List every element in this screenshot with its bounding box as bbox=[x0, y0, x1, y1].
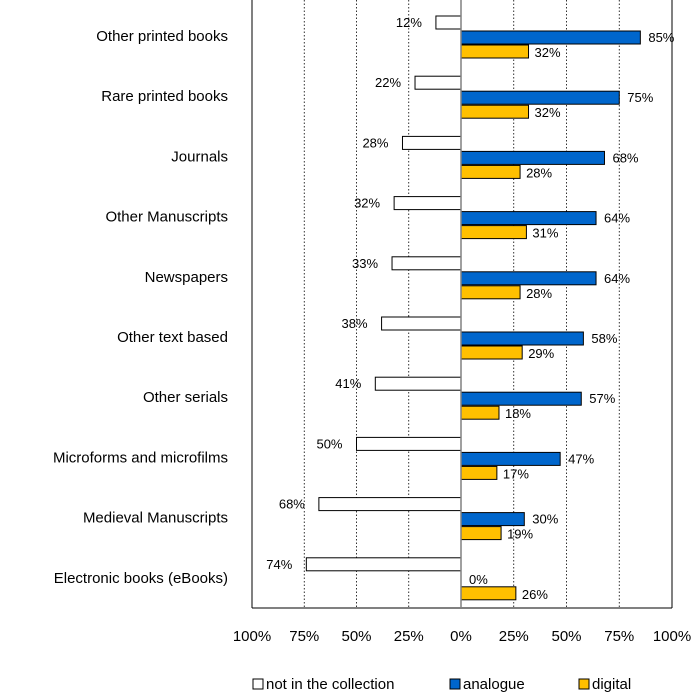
label-not-in-collection-5: 38% bbox=[342, 316, 368, 331]
bar-not-in-collection-4 bbox=[391, 256, 462, 271]
bar-not-in-collection-8 bbox=[318, 497, 462, 512]
bar-not-in-collection-1 bbox=[414, 75, 462, 90]
bar-analogue-8 bbox=[460, 512, 525, 527]
label-digital-5: 29% bbox=[528, 346, 554, 361]
bar-digital-6 bbox=[460, 405, 500, 420]
bar-not-in-collection-0 bbox=[435, 15, 462, 30]
legend-swatch-not-in-collection bbox=[252, 678, 264, 690]
x-tick-label-6: 50% bbox=[551, 628, 581, 645]
bar-digital-4 bbox=[460, 285, 521, 300]
bar-analogue-6 bbox=[460, 391, 582, 406]
bar-analogue-5 bbox=[460, 331, 584, 346]
legend-label-analogue: analogue bbox=[463, 676, 525, 693]
category-label-0: Other printed books bbox=[96, 28, 228, 45]
category-label-7: Microforms and microfilms bbox=[53, 449, 228, 466]
label-analogue-0: 85% bbox=[648, 30, 674, 45]
label-digital-2: 28% bbox=[526, 165, 552, 180]
label-not-in-collection-1: 22% bbox=[375, 75, 401, 90]
category-label-9: Electronic books (eBooks) bbox=[54, 570, 228, 587]
data-labels: 12% 85% 32% 22% 75% 32% 28% 68% 28% 32% 64% 31% 33% 6… bbox=[266, 15, 675, 602]
plot-frame bbox=[251, 0, 673, 609]
label-digital-4: 28% bbox=[526, 286, 552, 301]
bar-not-in-collection-3 bbox=[393, 196, 462, 211]
bar-digital-8 bbox=[460, 526, 502, 541]
bar-not-in-collection-9 bbox=[305, 557, 462, 572]
label-not-in-collection-9: 74% bbox=[266, 557, 292, 572]
bar-analogue-4 bbox=[460, 271, 597, 286]
category-label-4: Newspapers bbox=[145, 269, 228, 286]
bar-digital-3 bbox=[460, 225, 527, 240]
bar-digital-5 bbox=[460, 345, 523, 360]
x-tick-label-1: 75% bbox=[289, 628, 319, 645]
x-tick-label-2: 50% bbox=[341, 628, 371, 645]
label-analogue-6: 57% bbox=[589, 391, 615, 406]
label-analogue-9: 0% bbox=[469, 572, 488, 587]
label-digital-7: 17% bbox=[503, 466, 529, 481]
bar-not-in-collection-2 bbox=[401, 135, 462, 150]
label-not-in-collection-3: 32% bbox=[354, 196, 380, 211]
label-not-in-collection-0: 12% bbox=[396, 15, 422, 30]
label-not-in-collection-8: 68% bbox=[279, 497, 305, 512]
bar-analogue-3 bbox=[460, 211, 597, 226]
x-axis-tick-labels: 100% 75% 50% 25% 0% 25% 50% 75% 100% bbox=[233, 628, 691, 645]
bar-analogue-1 bbox=[460, 90, 620, 105]
label-analogue-7: 47% bbox=[568, 451, 594, 466]
label-not-in-collection-6: 41% bbox=[335, 376, 361, 391]
x-tick-label-7: 75% bbox=[604, 628, 634, 645]
x-tick-label-3: 25% bbox=[394, 628, 424, 645]
category-label-6: Other serials bbox=[143, 389, 228, 406]
label-analogue-8: 30% bbox=[532, 512, 558, 527]
bar-analogue-0 bbox=[460, 30, 641, 45]
bar-digital-2 bbox=[460, 164, 521, 179]
label-analogue-4: 64% bbox=[604, 271, 630, 286]
label-not-in-collection-4: 33% bbox=[352, 256, 378, 271]
label-not-in-collection-2: 28% bbox=[362, 135, 388, 150]
label-digital-8: 19% bbox=[507, 527, 533, 542]
category-label-3: Other Manuscripts bbox=[105, 209, 228, 226]
bar-digital-1 bbox=[460, 104, 530, 119]
legend-swatch-analogue bbox=[449, 678, 461, 690]
category-label-5: Other text based bbox=[117, 329, 228, 346]
x-tick-label-5: 25% bbox=[499, 628, 529, 645]
legend: not in the collection analogue digital bbox=[252, 676, 631, 693]
legend-label-not-in-collection: not in the collection bbox=[266, 676, 394, 693]
x-tick-label-0: 100% bbox=[233, 628, 271, 645]
legend-label-digital: digital bbox=[592, 676, 631, 693]
category-label-2: Journals bbox=[171, 148, 228, 165]
bar-digital-7 bbox=[460, 465, 498, 480]
bar-not-in-collection-6 bbox=[374, 376, 462, 391]
category-label-1: Rare printed books bbox=[101, 88, 228, 105]
label-analogue-2: 68% bbox=[612, 150, 638, 165]
legend-swatch-digital bbox=[578, 678, 590, 690]
label-digital-1: 32% bbox=[535, 105, 561, 120]
x-tick-label-8: 100% bbox=[653, 628, 691, 645]
label-digital-6: 18% bbox=[505, 406, 531, 421]
bar-not-in-collection-7 bbox=[356, 436, 462, 451]
bar-analogue-2 bbox=[460, 150, 605, 165]
bar-digital-0 bbox=[460, 44, 530, 59]
label-digital-3: 31% bbox=[532, 226, 558, 241]
label-analogue-3: 64% bbox=[604, 211, 630, 226]
label-analogue-1: 75% bbox=[627, 90, 653, 105]
bar-analogue-7 bbox=[460, 451, 561, 466]
label-digital-0: 32% bbox=[535, 45, 561, 60]
category-label-8: Medieval Manuscripts bbox=[83, 510, 228, 527]
label-analogue-5: 58% bbox=[591, 331, 617, 346]
bar-not-in-collection-5 bbox=[381, 316, 462, 331]
x-tick-label-4: 0% bbox=[450, 628, 472, 645]
label-digital-9: 26% bbox=[522, 587, 548, 602]
label-not-in-collection-7: 50% bbox=[316, 436, 342, 451]
bar-digital-9 bbox=[460, 586, 517, 601]
category-labels: Other printed books Rare printed books Jou… bbox=[53, 28, 228, 587]
